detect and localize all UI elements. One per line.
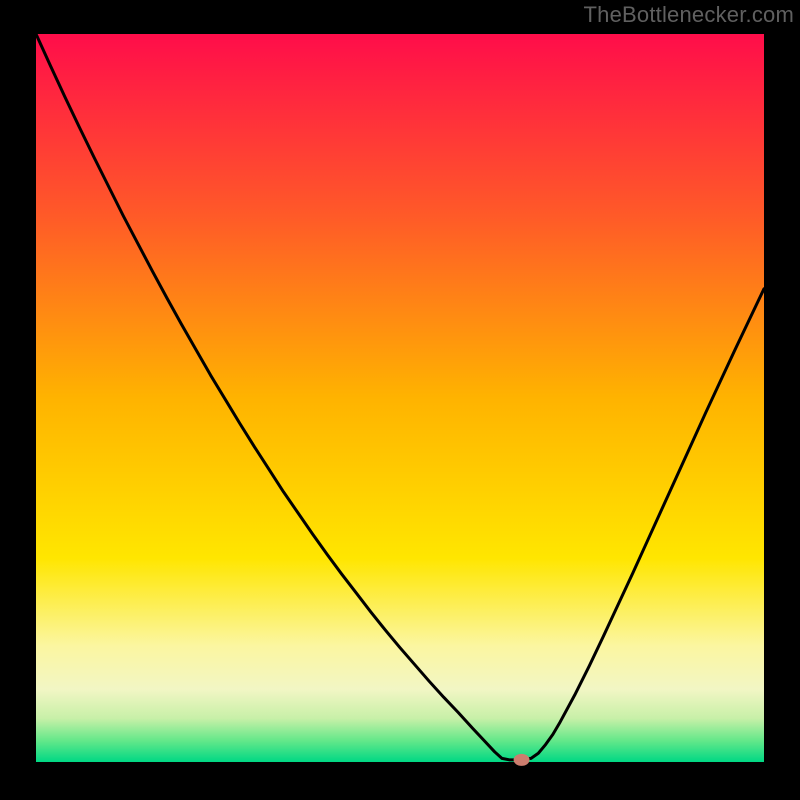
watermark-text: TheBottlenecker.com (584, 2, 794, 28)
bottleneck-curve-plot (0, 0, 800, 800)
optimal-point-marker (514, 754, 530, 766)
plot-background-gradient (36, 34, 764, 762)
chart-canvas: TheBottlenecker.com (0, 0, 800, 800)
